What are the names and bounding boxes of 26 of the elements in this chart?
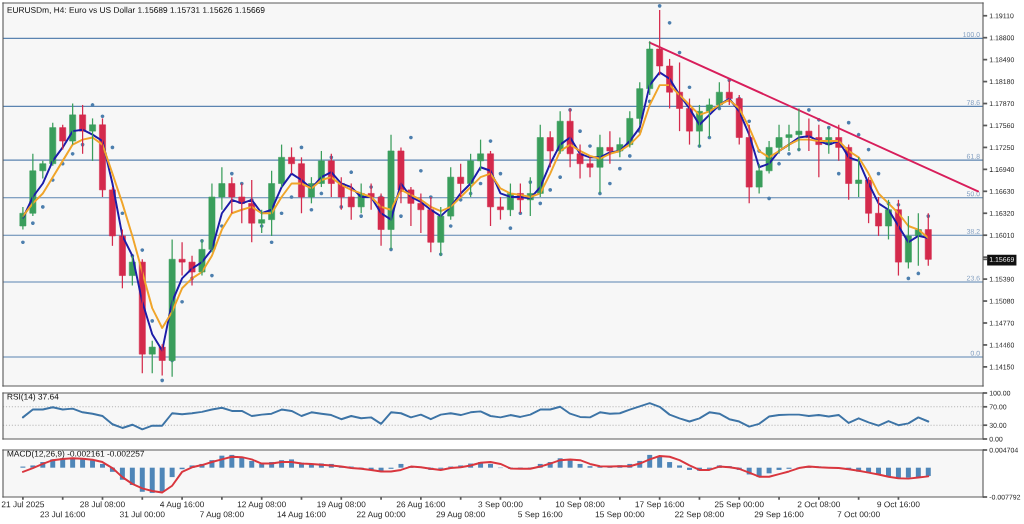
x-tick-label: 19 Aug 08:00 [317, 501, 366, 509]
x-tick-label: 25 Sep 00:00 [714, 501, 764, 509]
x-tick-label: 22 Sep 08:00 [675, 511, 724, 519]
x-tick-label: 15 Sep 00:00 [595, 511, 645, 519]
x-tick-label: 23 Jul 16:00 [40, 511, 86, 518]
x-tick-label: 2 Oct 08:00 [797, 501, 841, 508]
x-tick-label: 10 Sep 08:00 [555, 501, 605, 509]
x-tick-label: 3 Sep 00:00 [478, 501, 523, 509]
x-tick-label: 5 Sep 16:00 [518, 511, 563, 519]
x-tick-label: 12 Aug 08:00 [237, 501, 286, 509]
x-tick-label: 7 Aug 08:00 [200, 511, 244, 519]
x-tick-label: 21 Jul 2025 [1, 501, 45, 508]
x-tick-label: 28 Jul 08:00 [80, 501, 125, 508]
x-tick-label: 4 Aug 16:00 [160, 501, 205, 509]
chart-title: MACD(12,26,9) -0.002161 -0.002257 [7, 450, 145, 459]
x-tick-label: 31 Jul 00:00 [119, 511, 165, 518]
x-tick-label: 22 Aug 00:00 [356, 511, 406, 519]
x-tick-label: 14 Aug 16:00 [277, 511, 326, 519]
x-tick-label: 9 Oct 16:00 [877, 501, 920, 508]
x-tick-label: 29 Aug 08:00 [436, 511, 485, 519]
x-tick-label: 7 Oct 00:00 [837, 511, 880, 518]
chart-title: EURUSDm, H4: Euro vs US Dollar 1.15689 1.15731 1.15626 1.15669 [7, 6, 265, 14]
x-tick-label: 17 Sep 16:00 [635, 501, 685, 509]
x-tick-label: 26 Aug 16:00 [396, 501, 446, 509]
x-tick-label: 29 Sep 16:00 [754, 511, 804, 519]
chart-title: RSI(14) 37.64 [7, 393, 59, 402]
